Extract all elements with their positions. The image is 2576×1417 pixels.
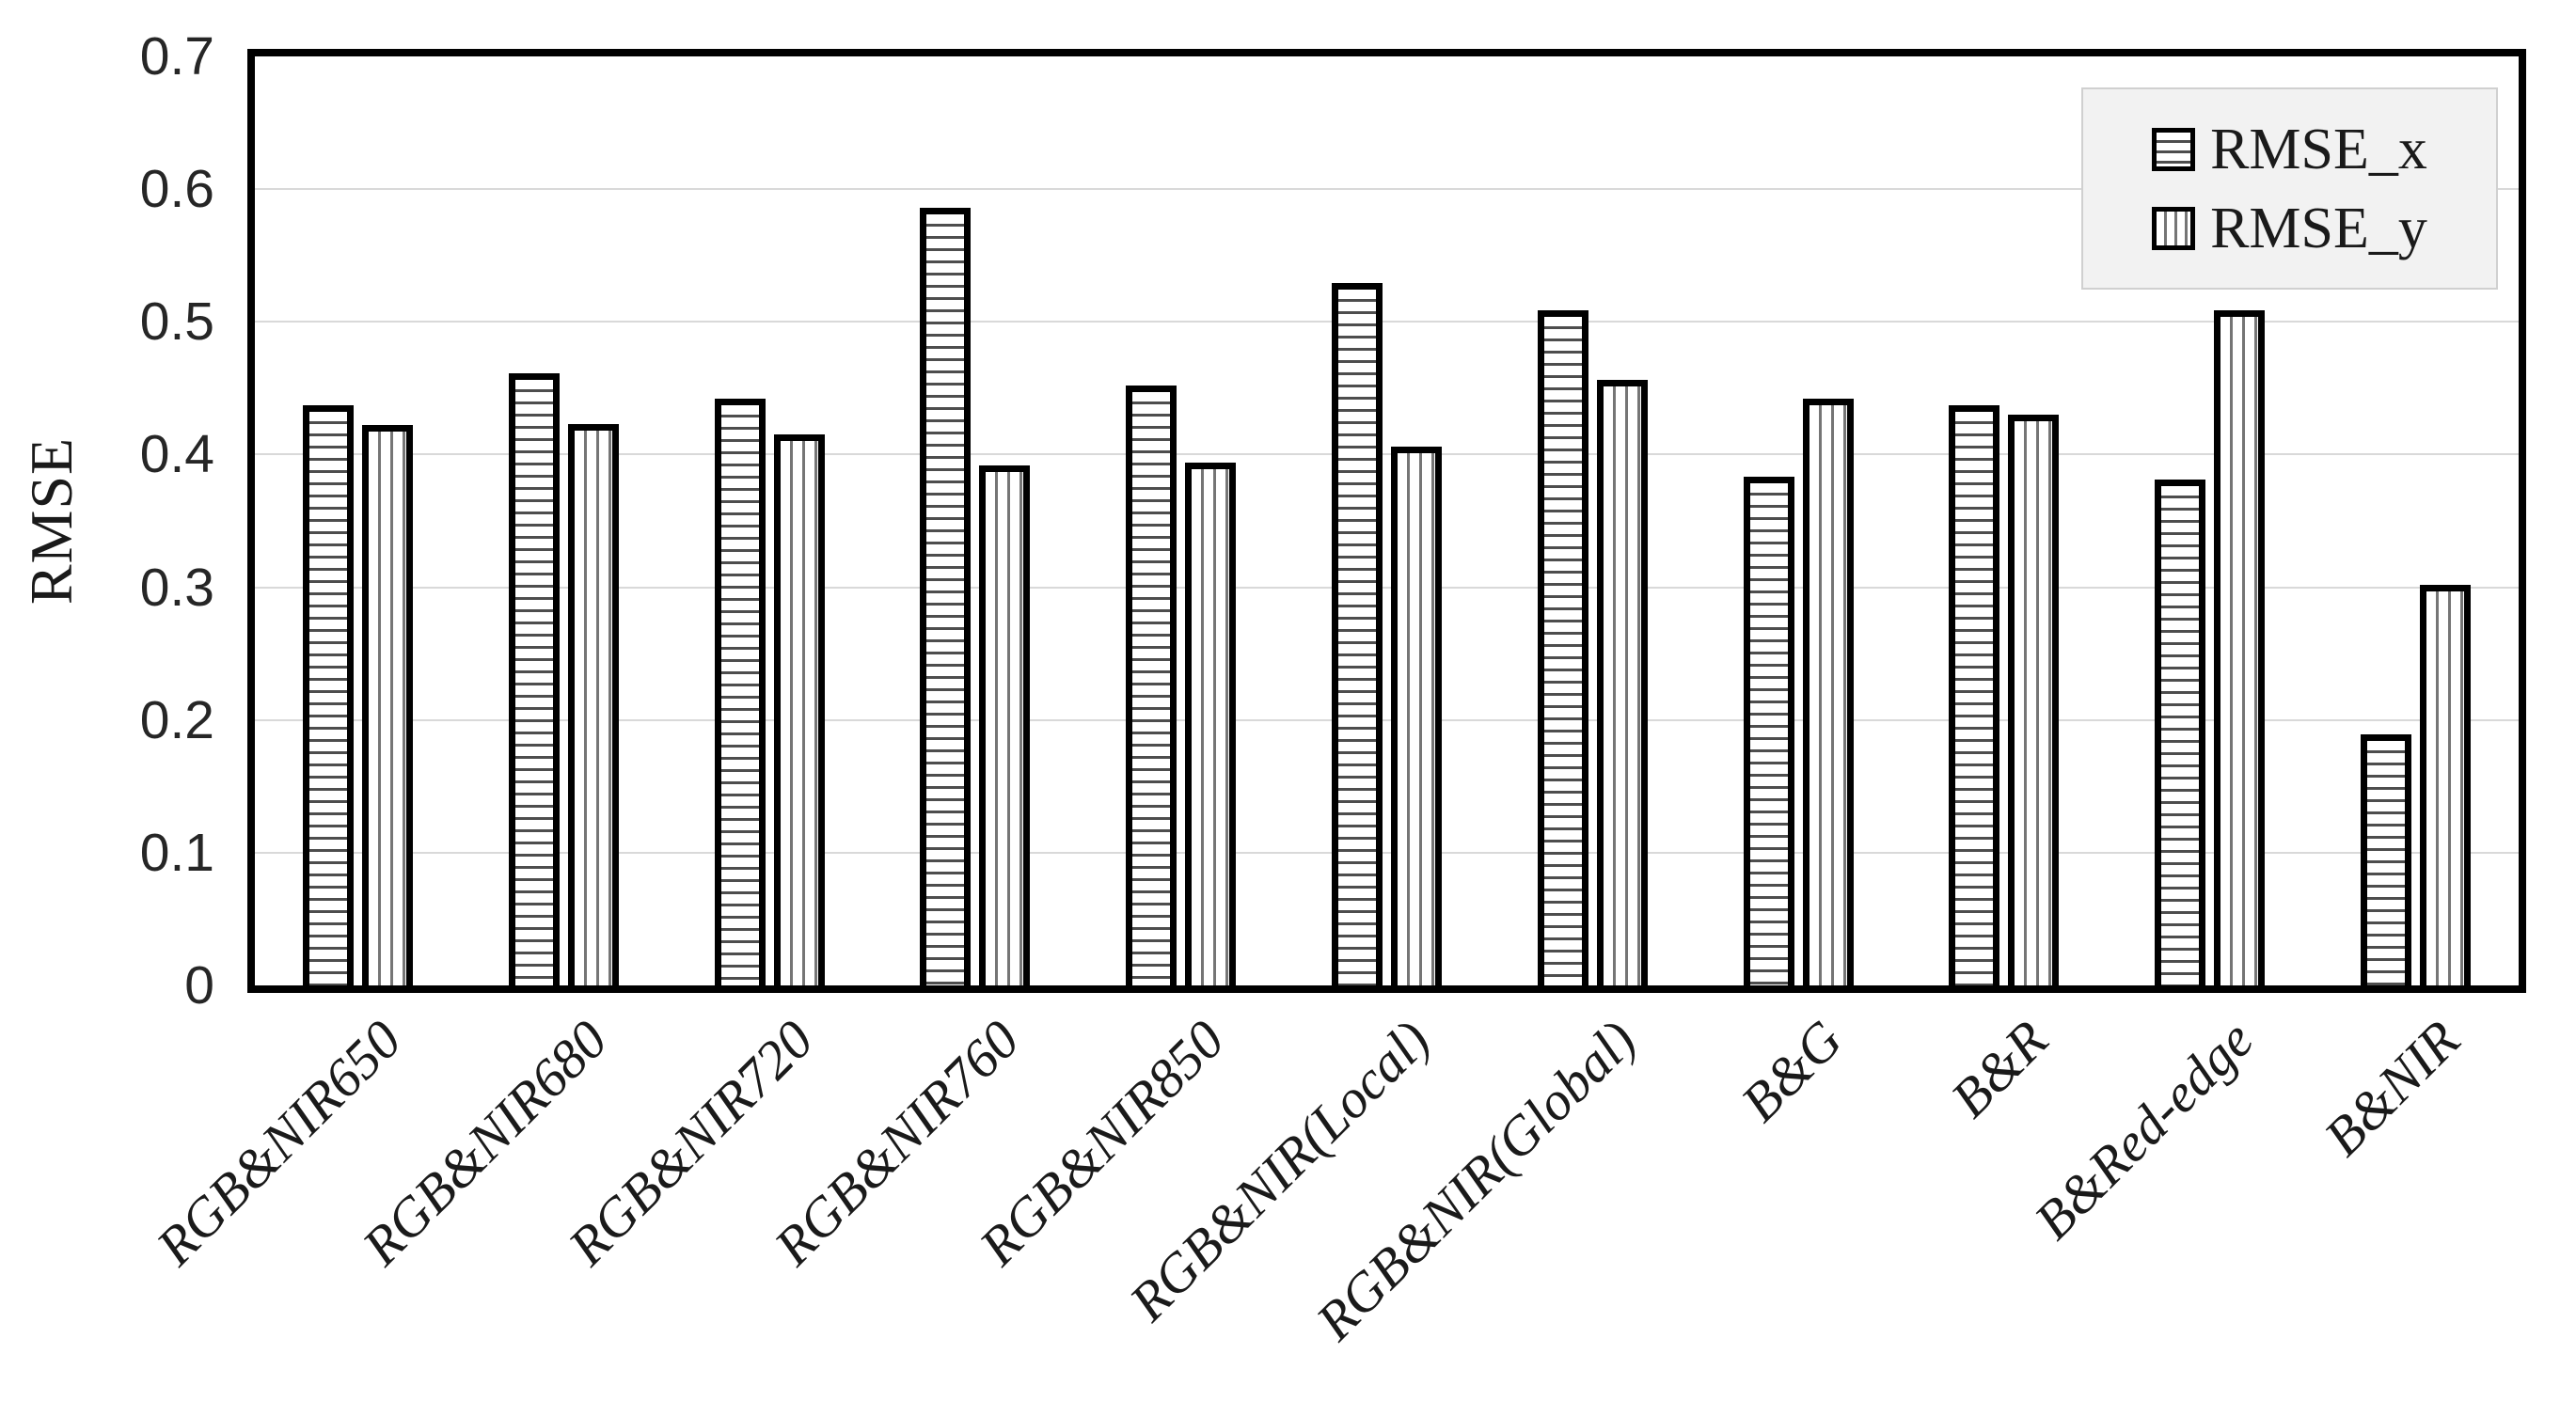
gridline	[255, 851, 2519, 854]
rmse-x-bar-6	[1332, 283, 1383, 985]
rmse-y-bar-10	[2214, 310, 2266, 985]
y-tick-label: 0.5	[139, 291, 214, 353]
gridline	[255, 321, 2519, 323]
legend-entry-rmse-y: RMSE_y	[2152, 196, 2427, 261]
rmse-x-bar-3	[714, 399, 766, 985]
rmse-x-bar-9	[1949, 405, 2000, 985]
rmse-y-bar-3	[773, 434, 825, 985]
rmse-x-bar-11	[2361, 734, 2412, 985]
rmse-y-bar-8	[1802, 399, 1854, 985]
x-axis-label: B&Red-edge	[2022, 1008, 2266, 1252]
x-axis-label: B&R	[1938, 1008, 2060, 1129]
legend: RMSE_x RMSE_y	[2081, 87, 2498, 290]
rmse-x-bar-7	[1537, 310, 1588, 985]
x-axis-label: B&G	[1729, 1008, 1854, 1134]
horizontal-stripes-swatch-icon	[2152, 127, 2196, 171]
y-tick-label: 0.6	[139, 159, 214, 220]
gridline	[255, 188, 2519, 191]
rmse-y-bar-11	[2420, 585, 2472, 985]
rmse-x-bar-4	[920, 208, 972, 985]
rmse-y-bar-9	[2008, 415, 2060, 985]
rmse-x-bar-10	[2155, 480, 2206, 985]
rmse-y-bar-6	[1391, 447, 1442, 985]
gridline	[255, 453, 2519, 456]
y-tick-label: 0.1	[139, 822, 214, 883]
legend-entry-rmse-x: RMSE_x	[2152, 117, 2427, 182]
y-tick-label: 0.7	[139, 26, 214, 87]
y-tick-label: 0	[184, 955, 214, 1016]
y-tick-label: 0.2	[139, 689, 214, 750]
rmse-y-bar-7	[1596, 380, 1648, 985]
rmse-x-bar-8	[1743, 477, 1794, 985]
vertical-stripes-swatch-icon	[2152, 206, 2196, 250]
plot-area	[255, 56, 2519, 985]
rmse-y-bar-4	[979, 465, 1031, 985]
y-tick-label: 0.3	[139, 557, 214, 618]
rmse-y-bar-5	[1185, 463, 1237, 985]
rmse-y-bar-1	[361, 425, 413, 985]
rmse-x-bar-5	[1126, 386, 1177, 985]
rmse-x-bar-2	[508, 373, 560, 985]
legend-label-rmse-x: RMSE_x	[2210, 117, 2427, 181]
gridline	[255, 586, 2519, 589]
y-tick-label: 0.4	[139, 424, 214, 485]
gridline	[255, 718, 2519, 721]
x-axis-label: B&NIR	[2312, 1008, 2472, 1168]
rmse-y-bar-2	[567, 424, 619, 985]
legend-label-rmse-y: RMSE_y	[2210, 196, 2427, 260]
rmse-x-bar-1	[302, 405, 354, 985]
